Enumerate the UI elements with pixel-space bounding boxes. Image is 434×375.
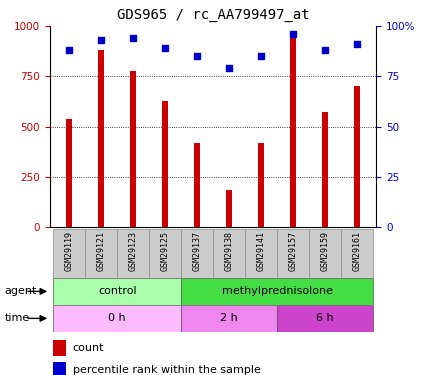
Point <box>353 41 360 47</box>
Point <box>161 45 168 51</box>
Text: GSM29125: GSM29125 <box>160 231 169 271</box>
Point <box>225 65 232 71</box>
Bar <box>53 229 85 278</box>
Bar <box>245 229 276 278</box>
Text: 2 h: 2 h <box>220 314 237 323</box>
Point <box>193 53 200 59</box>
Point <box>289 31 296 37</box>
Point <box>129 35 136 41</box>
Bar <box>289 32 295 227</box>
Bar <box>181 305 276 332</box>
Point <box>66 47 72 53</box>
Bar <box>276 305 372 332</box>
Bar <box>276 229 309 278</box>
Text: GSM29138: GSM29138 <box>224 231 233 271</box>
Point <box>257 53 264 59</box>
Text: GSM29137: GSM29137 <box>192 231 201 271</box>
Bar <box>213 229 245 278</box>
Text: GSM29123: GSM29123 <box>128 231 138 271</box>
Bar <box>53 278 181 304</box>
Bar <box>226 190 231 227</box>
Text: count: count <box>73 343 104 353</box>
Point <box>321 47 328 53</box>
Text: GSM29141: GSM29141 <box>256 231 265 271</box>
Text: control: control <box>98 286 136 296</box>
Text: 0 h: 0 h <box>108 314 126 323</box>
Title: GDS965 / rc_AA799497_at: GDS965 / rc_AA799497_at <box>117 9 309 22</box>
Bar <box>194 142 200 227</box>
Bar <box>181 229 213 278</box>
Text: agent: agent <box>4 286 36 296</box>
Bar <box>162 102 168 227</box>
Bar <box>322 111 327 227</box>
Text: 6 h: 6 h <box>316 314 333 323</box>
Bar <box>53 305 181 332</box>
Bar <box>309 229 340 278</box>
Bar <box>149 229 181 278</box>
Point <box>98 37 105 43</box>
Bar <box>353 87 359 227</box>
Text: GSM29121: GSM29121 <box>96 231 105 271</box>
Bar <box>53 340 66 356</box>
Bar <box>66 118 72 227</box>
Bar <box>181 278 372 304</box>
Bar <box>85 229 117 278</box>
Text: methylprednisolone: methylprednisolone <box>221 286 332 296</box>
Bar <box>340 229 372 278</box>
Bar <box>258 142 263 227</box>
Text: GSM29119: GSM29119 <box>65 231 73 271</box>
Bar <box>130 71 136 227</box>
Text: time: time <box>4 314 30 323</box>
Bar <box>117 229 149 278</box>
Text: GSM29159: GSM29159 <box>320 231 329 271</box>
Bar <box>98 50 104 227</box>
Text: GSM29161: GSM29161 <box>352 231 361 271</box>
Text: GSM29157: GSM29157 <box>288 231 297 271</box>
Text: percentile rank within the sample: percentile rank within the sample <box>73 365 260 375</box>
Bar <box>53 362 66 375</box>
